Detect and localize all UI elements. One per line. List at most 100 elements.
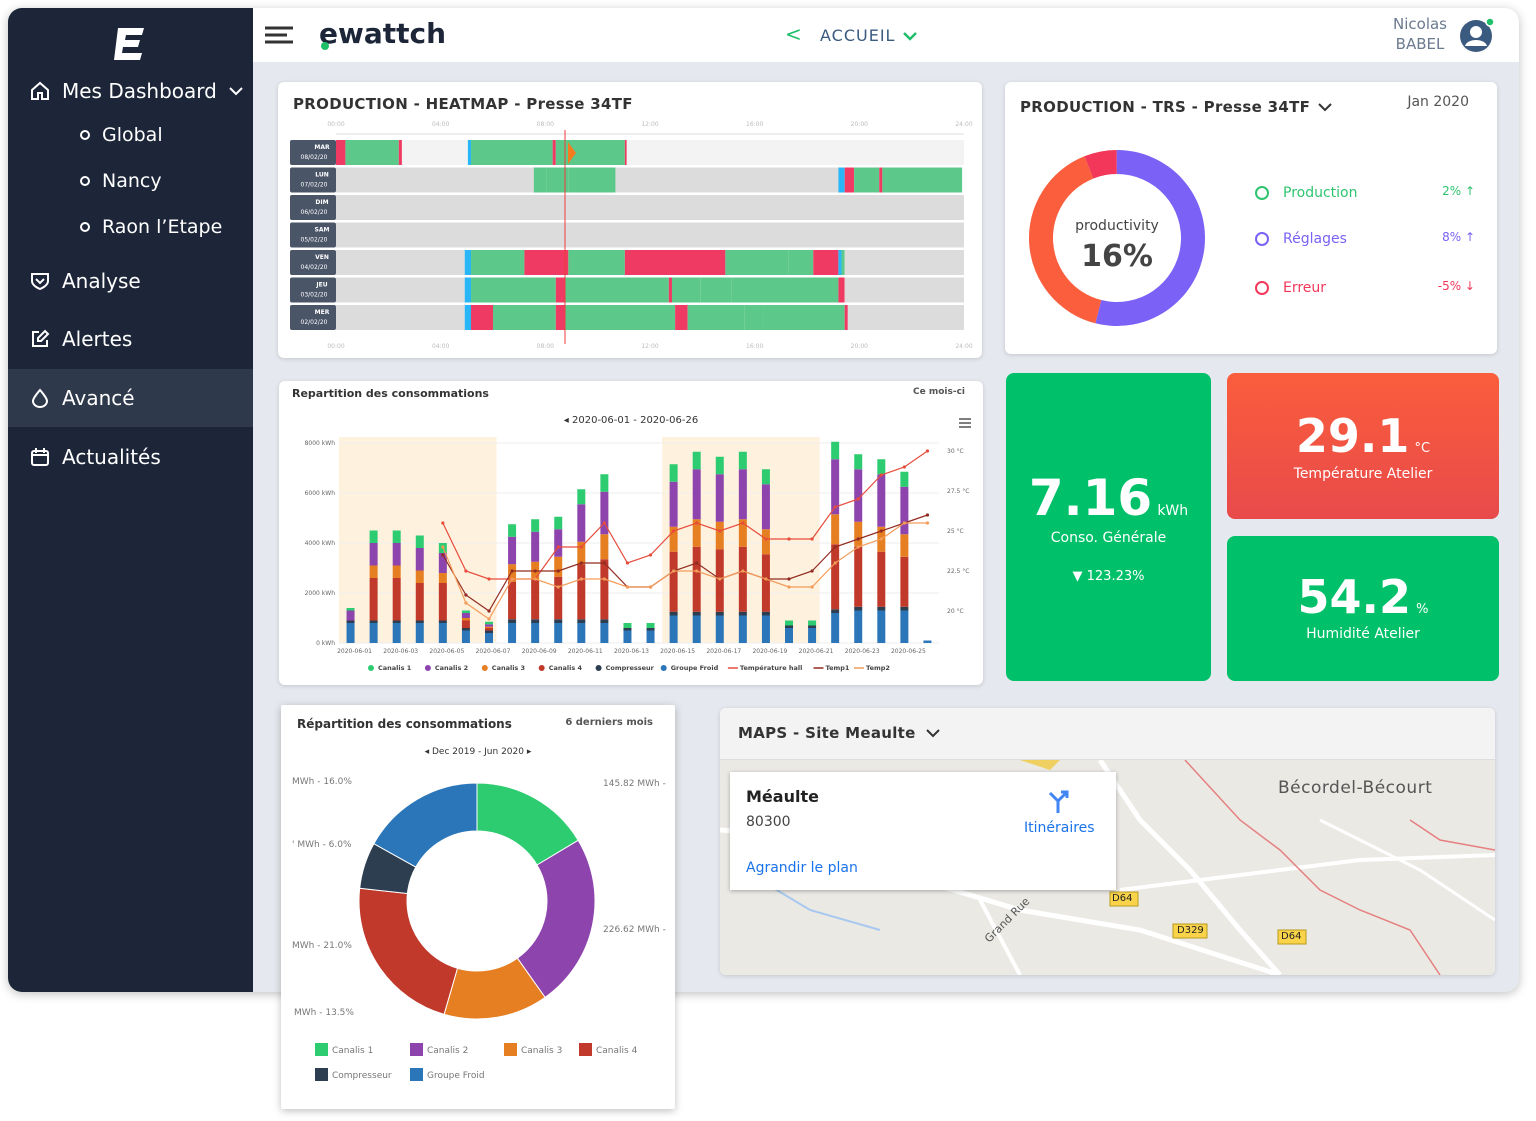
trs-legend-item[interactable]: Production 2% ↑ bbox=[1255, 184, 1485, 204]
avatar[interactable] bbox=[1459, 18, 1495, 54]
temperature-point bbox=[787, 537, 791, 541]
maps-title-dropdown[interactable]: MAPS - Site Meaulte bbox=[738, 724, 940, 742]
sidebar-item-mes-dashboard[interactable]: Mes Dashboard bbox=[8, 62, 253, 120]
bar-segment bbox=[485, 624, 493, 627]
heatmap-hour-label: 20:00 bbox=[851, 343, 868, 350]
bullet-icon bbox=[80, 130, 90, 140]
user-name[interactable]: Nicolas BABEL bbox=[1393, 14, 1447, 54]
bar-segment bbox=[808, 625, 817, 628]
nav-dropdown[interactable]: ACCUEIL bbox=[820, 26, 918, 45]
temperature-point bbox=[602, 561, 606, 565]
brand-logo[interactable]: ewattch bbox=[319, 17, 446, 50]
temperature-point bbox=[487, 617, 491, 621]
next-arrow-icon[interactable]: ▸ bbox=[523, 747, 532, 757]
legend-label: Temp1 bbox=[826, 664, 850, 672]
sidebar-subitem-global[interactable]: Global bbox=[80, 124, 163, 146]
bar-segment bbox=[761, 611, 770, 616]
heatmap-cell bbox=[731, 277, 839, 303]
prev-arrow-icon[interactable]: ◂ bbox=[563, 415, 572, 426]
kpi-conso-unit: kWh bbox=[1157, 503, 1189, 519]
bar-segment bbox=[485, 633, 493, 643]
pie-legend-marker bbox=[410, 1068, 423, 1081]
bar-segment bbox=[877, 474, 886, 527]
sidebar-item-alertes[interactable]: Alertes bbox=[8, 310, 253, 368]
sidebar-item-avance[interactable]: Avancé bbox=[8, 369, 253, 427]
heatmap-row-day: MAR bbox=[314, 144, 330, 151]
trs-legend-item[interactable]: Réglages 8% ↑ bbox=[1255, 230, 1485, 250]
bar-segment bbox=[900, 556, 909, 607]
sidebar-item-analyse[interactable]: Analyse bbox=[8, 252, 253, 310]
heatmap-cell bbox=[882, 167, 963, 193]
directions-icon[interactable] bbox=[1044, 787, 1072, 815]
x-tick-label: 2020-06-01 bbox=[337, 648, 372, 655]
trs-title-dropdown[interactable]: PRODUCTION - TRS - Presse 34TF bbox=[1020, 98, 1332, 116]
bar-segment bbox=[508, 524, 517, 537]
sidebar-subitem-raon[interactable]: Raon l’Etape bbox=[80, 216, 222, 238]
heatmap-cell bbox=[401, 140, 468, 165]
heatmap-cell bbox=[626, 140, 964, 165]
bar-segment bbox=[392, 623, 401, 643]
chart-menu-icon[interactable] bbox=[959, 418, 971, 428]
bar-segment bbox=[346, 620, 355, 623]
heatmap-hour-label: 00:00 bbox=[327, 121, 344, 128]
heatmap-hour-label: 12:00 bbox=[641, 121, 658, 128]
temperature-point bbox=[810, 569, 814, 573]
sidebar-item-actualites[interactable]: Actualités bbox=[8, 428, 253, 486]
bar-segment bbox=[508, 564, 517, 582]
heatmap-row-label-bg bbox=[290, 250, 336, 275]
y-tick-label: 2000 kWh bbox=[305, 590, 336, 597]
heatmap-cell bbox=[555, 277, 566, 303]
pie-legend-label: Canalis 4 bbox=[596, 1046, 638, 1056]
bar-segment bbox=[738, 546, 747, 612]
legend-label: Canalis 2 bbox=[435, 664, 468, 672]
pie-legend-marker bbox=[315, 1068, 328, 1081]
donut-period-link[interactable]: 6 derniers mois bbox=[565, 717, 653, 728]
legend-marker bbox=[424, 665, 431, 671]
prev-arrow-icon[interactable]: ◂ bbox=[424, 747, 432, 757]
heatmap-cell bbox=[464, 277, 472, 303]
enlarge-map-link[interactable]: Agrandir le plan bbox=[746, 860, 858, 876]
sidebar-subitem-label: Raon l’Etape bbox=[102, 216, 223, 238]
bar-segment bbox=[692, 451, 701, 470]
ewattch-logo[interactable] bbox=[112, 26, 146, 62]
bar-segment bbox=[623, 623, 632, 628]
home-icon bbox=[31, 81, 49, 100]
bar-segment bbox=[646, 628, 655, 631]
pie-legend-marker bbox=[579, 1043, 592, 1056]
conso-range-selector[interactable]: ◂ 2020-06-01 - 2020-06-26 bbox=[279, 415, 983, 426]
heatmap-row-day: SAM bbox=[315, 227, 330, 234]
legend-label: Groupe Froid bbox=[671, 664, 719, 672]
heatmap-row-label-bg bbox=[290, 167, 336, 193]
heatmap-hour-label: 04:00 bbox=[432, 343, 449, 350]
bar-segment bbox=[346, 608, 355, 611]
x-tick-label: 2020-06-03 bbox=[383, 648, 418, 655]
bar-segment bbox=[738, 615, 747, 643]
hamburger-menu-icon[interactable] bbox=[265, 26, 295, 44]
bar-segment bbox=[485, 626, 493, 628]
chevron-down-icon bbox=[925, 729, 940, 738]
donut-range-selector[interactable]: ◂ Dec 2019 - Jun 2020 ▸ bbox=[281, 747, 675, 757]
bar-segment bbox=[761, 469, 770, 485]
heatmap-cell bbox=[844, 277, 964, 303]
trs-legend-item[interactable]: Erreur -5% ↓ bbox=[1255, 279, 1485, 299]
sidebar-item-label: Avancé bbox=[62, 386, 135, 410]
trs-donut-slice bbox=[1095, 150, 1205, 326]
drop-icon bbox=[31, 388, 49, 408]
bar-segment bbox=[531, 579, 540, 620]
heatmap-row-label-bg bbox=[290, 140, 336, 165]
bar-segment bbox=[415, 583, 424, 621]
sidebar-item-label: Analyse bbox=[62, 269, 141, 293]
sidebar-subitem-nancy[interactable]: Nancy bbox=[80, 170, 162, 192]
back-chevron-icon[interactable]: < bbox=[785, 22, 802, 46]
donut-card: Répartition des consommations 6 derniers… bbox=[281, 705, 675, 1109]
bar-segment bbox=[577, 564, 586, 620]
bar-segment bbox=[461, 618, 470, 621]
bar-segment bbox=[692, 469, 701, 520]
kpi-hum-value: 54.2 bbox=[1297, 570, 1412, 624]
bar-segment bbox=[600, 534, 609, 560]
heatmap-cell bbox=[813, 250, 839, 275]
directions-link[interactable]: Itinéraires bbox=[1024, 820, 1095, 836]
heatmap-hour-label: 24:00 bbox=[955, 343, 972, 350]
conso-period-link[interactable]: Ce mois-ci bbox=[912, 387, 965, 397]
donut-slice bbox=[373, 782, 478, 868]
